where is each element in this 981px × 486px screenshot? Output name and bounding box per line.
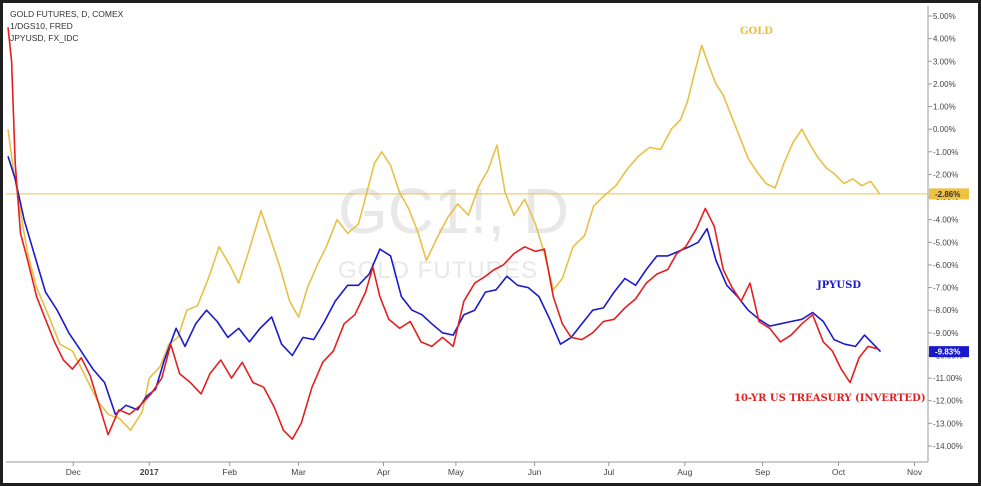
x-tick-label: Dec	[66, 467, 82, 477]
legend-jpy: JPYUSD, FX_IDC	[10, 33, 79, 43]
x-tick-label: Aug	[677, 467, 692, 477]
x-tick-label: Sep	[755, 467, 770, 477]
y-tick-label: -7.00%	[933, 284, 958, 293]
y-tick-label: -5.00%	[933, 238, 958, 247]
x-axis-ticks: Dec 2017 Feb Mar Apr May Jun Jul Aug Sep Oct Nov	[66, 462, 923, 477]
series-line	[7, 44, 881, 432]
y-tick-label: 4.00%	[933, 35, 956, 44]
reference-badge: -2.86%	[929, 188, 969, 200]
y-tick-label: 1.00%	[933, 103, 956, 112]
last-value-badge-box	[929, 346, 969, 358]
y-tick-label: -8.00%	[933, 306, 958, 315]
y-tick-label: -1.00%	[933, 148, 958, 157]
annotation-gold: GOLD	[740, 26, 773, 37]
x-tick-label: Apr	[377, 467, 390, 477]
legend-treasury: 1/DGS10, FRED	[10, 21, 73, 31]
x-tick-label: Jul	[603, 467, 614, 477]
legend-gold: GOLD FUTURES, D, COMEX	[10, 9, 124, 19]
y-axis-ticks: 5.00% 4.00% 3.00% 2.00% 1.00% 0.00% -1.00% -2.0…	[928, 12, 963, 451]
watermark-symbol: GC1!, D	[338, 175, 569, 247]
series-line	[7, 27, 878, 441]
reference-badge-label: -2.86%	[935, 190, 960, 199]
y-tick-label: -13.00%	[933, 419, 963, 428]
plot-area	[6, 6, 927, 461]
x-tick-label: Nov	[907, 467, 923, 477]
x-tick-label: Feb	[222, 467, 237, 477]
x-tick-label: May	[448, 467, 465, 477]
last-value-badge-label: -9.83%	[935, 348, 960, 357]
reference-badge-box	[929, 188, 969, 200]
y-tick-label: 2.00%	[933, 80, 956, 89]
y-tick-label: -2.00%	[933, 170, 958, 179]
x-tick-label: 2017	[140, 467, 159, 477]
x-tick-label: Mar	[291, 467, 306, 477]
series-layer	[7, 27, 882, 441]
y-tick-label: 0.00%	[933, 125, 956, 134]
y-tick-label: -12.00%	[933, 397, 963, 406]
annotation-treasury: 10-YR US TREASURY (INVERTED)	[734, 393, 926, 404]
y-tick-label: -14.00%	[933, 442, 963, 451]
annotation-jpyusd: JPYUSD	[816, 280, 861, 291]
y-tick-label: -9.00%	[933, 329, 958, 338]
x-tick-label: Jun	[528, 467, 542, 477]
last-value-badge: -9.83%	[929, 346, 969, 358]
y-tick-label: -11.00%	[933, 374, 962, 383]
y-tick-label: 3.00%	[933, 57, 956, 66]
x-tick-label: Oct	[832, 467, 846, 477]
y-tick-label: -6.00%	[933, 261, 958, 270]
y-tick-label: 5.00%	[933, 12, 956, 21]
y-tick-label: -4.00%	[933, 216, 958, 225]
